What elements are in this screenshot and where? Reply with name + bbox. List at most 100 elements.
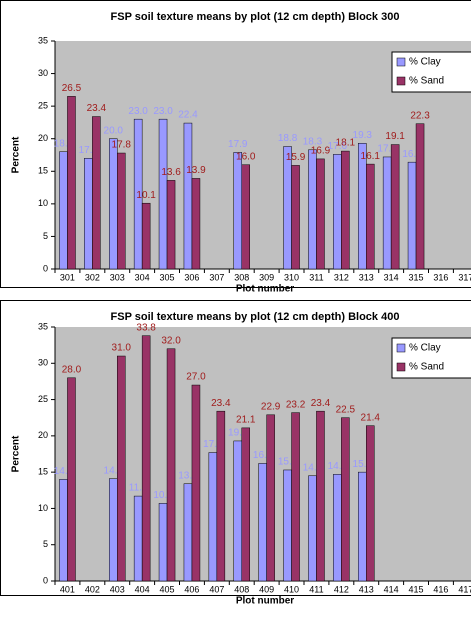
- x-tick-label: 414: [384, 584, 399, 594]
- data-label: 20.0: [104, 125, 124, 136]
- x-tick-label: 301: [60, 272, 75, 282]
- x-axis-label: Plot number: [236, 284, 294, 295]
- bar: [133, 495, 143, 582]
- y-axis-label: Percent: [11, 136, 22, 173]
- data-label: 31.0: [112, 343, 132, 354]
- y-tick-label: 25: [38, 394, 48, 404]
- data-label: 18.3: [303, 136, 323, 147]
- bar: [316, 158, 325, 270]
- legend-label: % Sand: [409, 76, 444, 87]
- data-label: 17.0: [79, 145, 99, 156]
- bar: [366, 425, 375, 582]
- data-label: 14.0: [54, 466, 74, 477]
- x-tick-label: 316: [433, 272, 448, 282]
- x-tick-label: 314: [384, 272, 399, 282]
- data-label: 17.6: [328, 141, 348, 152]
- bar: [191, 178, 201, 270]
- legend-swatch: [396, 57, 406, 67]
- y-axis-label: Percent: [11, 435, 22, 472]
- x-tick-label: 401: [60, 584, 75, 594]
- x-tick-label: 303: [110, 272, 125, 282]
- data-label: 17.9: [228, 139, 248, 150]
- bar: [291, 412, 300, 582]
- data-label: 18.8: [278, 133, 298, 144]
- y-tick-label: 30: [38, 358, 48, 368]
- bar: [233, 152, 242, 270]
- data-label: 27.0: [186, 372, 206, 383]
- chart-title: FSP soil texture means by plot (12 cm de…: [111, 11, 400, 23]
- data-label: 10.1: [136, 190, 156, 201]
- legend-label: % Clay: [409, 343, 441, 354]
- data-label: 16.1: [361, 151, 381, 162]
- data-label: 22.4: [178, 110, 198, 121]
- x-tick-label: 404: [135, 584, 150, 594]
- x-tick-label: 415: [409, 584, 424, 594]
- data-label: 18.1: [336, 138, 356, 149]
- y-tick-label: 20: [38, 133, 48, 143]
- x-tick-label: 409: [259, 584, 274, 594]
- data-label: 11.7: [129, 483, 148, 494]
- x-tick-label: 416: [433, 584, 448, 594]
- data-label: 15.3: [278, 457, 298, 468]
- bar: [283, 469, 292, 582]
- bar: [67, 96, 76, 270]
- x-tick-label: 413: [359, 584, 374, 594]
- bar: [241, 164, 250, 270]
- data-label: 23.4: [311, 398, 331, 409]
- data-label: 23.0: [153, 106, 173, 117]
- data-label: 14.7: [328, 461, 348, 472]
- chart-panel: FSP soil texture means by plot (12 cm de…: [0, 300, 471, 607]
- bar: [133, 118, 143, 270]
- bar: [208, 452, 218, 582]
- data-label: 19.3: [228, 428, 248, 439]
- bar: [333, 474, 342, 582]
- bar: [366, 163, 375, 270]
- data-label: 32.0: [161, 335, 181, 346]
- x-tick-label: 302: [85, 272, 100, 282]
- data-label: 16.9: [311, 146, 331, 157]
- x-tick-label: 403: [110, 584, 125, 594]
- bar: [308, 149, 317, 270]
- legend-swatch: [396, 343, 406, 353]
- x-tick-label: 309: [259, 272, 274, 282]
- bar: [59, 479, 68, 582]
- data-label: 26.5: [62, 83, 82, 94]
- bar: [67, 377, 76, 582]
- data-label: 22.9: [261, 401, 281, 412]
- x-tick-label: 410: [284, 584, 299, 594]
- bar: [415, 123, 425, 270]
- data-label: 21.4: [361, 412, 381, 423]
- bar: [233, 440, 242, 582]
- data-label: 10.7: [153, 490, 173, 501]
- bar: [341, 150, 350, 270]
- x-tick-label: 408: [234, 584, 249, 594]
- data-label: 23.4: [87, 103, 107, 114]
- x-tick-label: 405: [160, 584, 175, 594]
- x-tick-label: 310: [284, 272, 299, 282]
- y-tick-label: 0: [43, 575, 48, 585]
- x-tick-label: 304: [135, 272, 150, 282]
- bar: [191, 384, 201, 582]
- bar: [241, 427, 250, 582]
- data-label: 22.5: [336, 404, 356, 415]
- y-tick-label: 15: [38, 166, 48, 176]
- legend-label: % Clay: [409, 57, 441, 68]
- bar: [117, 355, 126, 582]
- bar: [258, 463, 267, 582]
- x-tick-label: 417: [458, 584, 471, 594]
- data-label: 15.0: [353, 459, 373, 470]
- data-label: 17.8: [112, 140, 132, 151]
- data-label: 28.0: [62, 364, 82, 375]
- y-tick-label: 0: [43, 263, 48, 273]
- x-tick-label: 406: [184, 584, 199, 594]
- x-axis-label: Plot number: [236, 596, 294, 607]
- bar: [183, 483, 193, 582]
- x-tick-label: 307: [209, 272, 224, 282]
- y-tick-label: 20: [38, 430, 48, 440]
- bar: [382, 156, 392, 270]
- data-label: 19.3: [353, 130, 373, 141]
- data-label: 16.0: [236, 151, 256, 162]
- bar: [109, 478, 118, 582]
- x-tick-label: 308: [234, 272, 249, 282]
